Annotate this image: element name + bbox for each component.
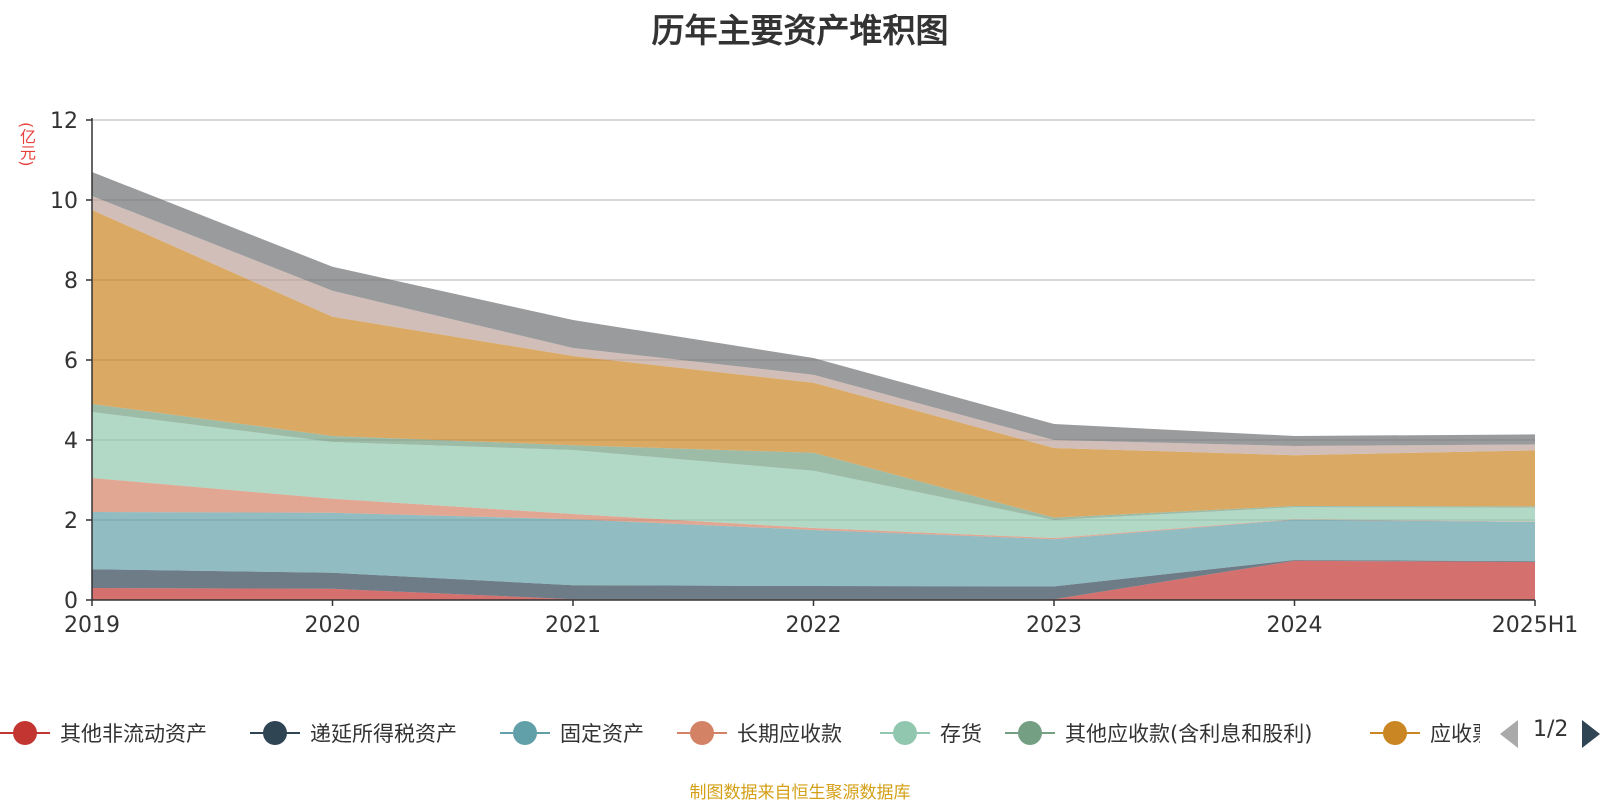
legend: 其他非流动资产 递延所得税资产 固定资产 长期应收款 存货 其他应收款(含利息和股利) 应收… bbox=[0, 708, 1600, 758]
area-series-2 bbox=[92, 512, 1535, 587]
x-tick-label: 2025H1 bbox=[1492, 613, 1579, 638]
legend-page-indicator: 1/2 bbox=[1533, 717, 1569, 742]
legend-item-label: 其他非流动资产 bbox=[60, 722, 207, 746]
legend-item-label: 存货 bbox=[940, 722, 982, 746]
legend-marker-icon bbox=[1005, 721, 1055, 745]
y-tick-label: 6 bbox=[64, 349, 78, 374]
x-tick-label: 2021 bbox=[545, 613, 601, 638]
x-tick-label: 2024 bbox=[1267, 613, 1323, 638]
x-tick-label: 2023 bbox=[1026, 613, 1082, 638]
area-series-4 bbox=[92, 412, 1535, 538]
x-tick-label: 2020 bbox=[305, 613, 361, 638]
legend-item[interactable]: 其他非流动资产 bbox=[0, 708, 207, 758]
x-tick-label: 2019 bbox=[64, 613, 120, 638]
legend-marker-icon bbox=[1370, 721, 1420, 745]
legend-item-label: 应收票据及应收账款 bbox=[1430, 722, 1480, 746]
legend-item[interactable]: 存货 bbox=[880, 708, 982, 758]
legend-item-label: 固定资产 bbox=[560, 722, 644, 746]
legend-item-label: 其他应收款(含利息和股利) bbox=[1065, 722, 1313, 746]
stacked-area-chart: 0 2 4 6 8 10 12 2019 2020 2021 2022 2023 2024 2025H1 bbox=[50, 109, 1579, 638]
area-series-0 bbox=[92, 560, 1535, 600]
y-tick-label: 2 bbox=[64, 509, 78, 534]
legend-item[interactable]: 固定资产 bbox=[500, 708, 644, 758]
legend-pager: 1/2 bbox=[1500, 717, 1600, 751]
source-note: 制图数据来自恒生聚源数据库 bbox=[689, 783, 911, 803]
chart-title: 历年主要资产堆积图 bbox=[651, 11, 949, 50]
y-tick-label: 10 bbox=[50, 189, 78, 214]
area-series-1 bbox=[92, 560, 1535, 600]
y-tick-label: 8 bbox=[64, 269, 78, 294]
legend-item[interactable]: 应收票据及应收账款 bbox=[1370, 708, 1480, 758]
legend-item[interactable]: 长期应收款 bbox=[677, 708, 842, 758]
legend-item[interactable]: 其他应收款(含利息和股利) bbox=[1005, 708, 1312, 758]
area-series-6 bbox=[92, 210, 1535, 518]
legend-items: 其他非流动资产 递延所得税资产 固定资产 长期应收款 存货 其他应收款(含利息和股利) 应收… bbox=[0, 708, 1480, 758]
legend-marker-icon bbox=[0, 721, 50, 745]
legend-prev-page-icon[interactable] bbox=[1500, 720, 1518, 748]
legend-next-page-icon[interactable] bbox=[1582, 720, 1600, 748]
legend-item-label: 长期应收款 bbox=[737, 722, 842, 746]
legend-marker-icon bbox=[500, 721, 550, 745]
legend-marker-icon bbox=[250, 721, 300, 745]
y-axis-unit-label: (亿元) bbox=[17, 122, 36, 167]
legend-item[interactable]: 递延所得税资产 bbox=[250, 708, 457, 758]
area-series-3 bbox=[92, 478, 1535, 540]
legend-item-label: 递延所得税资产 bbox=[310, 722, 457, 746]
area-series-5 bbox=[92, 404, 1535, 520]
x-tick-label: 2022 bbox=[786, 613, 842, 638]
y-tick-label: 12 bbox=[50, 109, 78, 134]
y-tick-label: 4 bbox=[64, 429, 78, 454]
legend-marker-icon bbox=[677, 721, 727, 745]
legend-marker-icon bbox=[880, 721, 930, 745]
y-tick-label: 0 bbox=[64, 589, 78, 614]
